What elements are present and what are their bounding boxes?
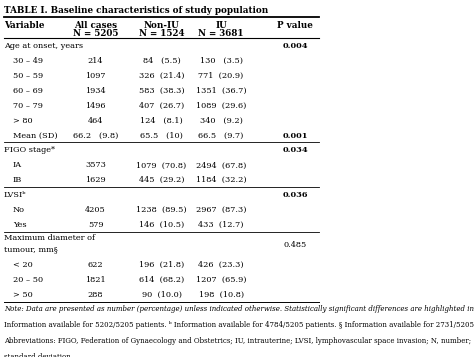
Text: 464: 464 — [88, 117, 103, 125]
Text: 0.034: 0.034 — [283, 146, 308, 155]
Text: 84   (5.5): 84 (5.5) — [143, 57, 181, 65]
Text: 130   (3.5): 130 (3.5) — [200, 57, 243, 65]
Text: 1629: 1629 — [85, 176, 106, 184]
Text: tumour, mm§: tumour, mm§ — [4, 246, 58, 253]
Text: 60 – 69: 60 – 69 — [13, 87, 43, 95]
Text: 426  (23.3): 426 (23.3) — [198, 261, 244, 269]
Text: IU: IU — [215, 21, 227, 30]
Text: 340   (9.2): 340 (9.2) — [200, 117, 243, 125]
Text: 1207  (65.9): 1207 (65.9) — [196, 276, 246, 284]
Text: 433  (12.7): 433 (12.7) — [198, 221, 244, 229]
Text: N = 1524: N = 1524 — [139, 29, 184, 38]
Text: All cases: All cases — [74, 21, 117, 30]
Text: LVSIᵇ: LVSIᵇ — [4, 191, 27, 199]
Text: 622: 622 — [88, 261, 103, 269]
Text: 2967  (87.3): 2967 (87.3) — [196, 206, 246, 214]
Text: TABLE I. Baseline characteristics of study population: TABLE I. Baseline characteristics of stu… — [4, 6, 268, 15]
Text: Maximum diameter of: Maximum diameter of — [4, 234, 95, 242]
Text: N = 5205: N = 5205 — [73, 29, 118, 38]
Text: Note: Data are presented as number (percentage) unless indicated otherwise. Stat: Note: Data are presented as number (perc… — [4, 305, 474, 313]
Text: 65.5   (10): 65.5 (10) — [140, 132, 183, 140]
Text: 614  (68.2): 614 (68.2) — [139, 276, 184, 284]
Text: 579: 579 — [88, 221, 103, 229]
Text: Mean (SD): Mean (SD) — [13, 132, 57, 140]
Text: 66.2   (9.8): 66.2 (9.8) — [73, 132, 118, 140]
Text: 1079  (70.8): 1079 (70.8) — [137, 161, 187, 169]
Text: 50 – 59: 50 – 59 — [13, 72, 43, 80]
Text: standard deviation: standard deviation — [4, 353, 71, 357]
Text: P value: P value — [277, 21, 313, 30]
Text: Information available for 5202/5205 patients. ᵇ Information available for 4784/5: Information available for 5202/5205 pati… — [4, 321, 474, 329]
Text: 288: 288 — [88, 291, 103, 299]
Text: 1089  (29.6): 1089 (29.6) — [196, 102, 246, 110]
Text: 2494  (67.8): 2494 (67.8) — [196, 161, 246, 169]
Text: < 20: < 20 — [13, 261, 33, 269]
Text: 146  (10.5): 146 (10.5) — [139, 221, 184, 229]
Text: IA: IA — [13, 161, 22, 169]
Text: 0.004: 0.004 — [283, 42, 308, 50]
Text: 20 – 50: 20 – 50 — [13, 276, 43, 284]
Text: Yes: Yes — [13, 221, 27, 229]
Text: Variable: Variable — [4, 21, 45, 30]
Text: 30 – 49: 30 – 49 — [13, 57, 43, 65]
Text: 70 – 79: 70 – 79 — [13, 102, 43, 110]
Text: 90  (10.0): 90 (10.0) — [142, 291, 182, 299]
Text: 1496: 1496 — [85, 102, 106, 110]
Text: 1934: 1934 — [85, 87, 106, 95]
Text: 3573: 3573 — [85, 161, 106, 169]
Text: > 80: > 80 — [13, 117, 33, 125]
Text: 1184  (32.2): 1184 (32.2) — [196, 176, 246, 184]
Text: Non-IU: Non-IU — [144, 21, 180, 30]
Text: 214: 214 — [88, 57, 103, 65]
Text: No: No — [13, 206, 25, 214]
Text: 196  (21.8): 196 (21.8) — [139, 261, 184, 269]
Text: 583  (38.3): 583 (38.3) — [139, 87, 184, 95]
Text: 198  (10.8): 198 (10.8) — [199, 291, 244, 299]
Text: IB: IB — [13, 176, 22, 184]
Text: FIGO stage*: FIGO stage* — [4, 146, 55, 155]
Text: 4205: 4205 — [85, 206, 106, 214]
Text: 0.036: 0.036 — [283, 191, 308, 199]
Text: 326  (21.4): 326 (21.4) — [139, 72, 184, 80]
Text: 407  (26.7): 407 (26.7) — [139, 102, 184, 110]
Text: N = 3681: N = 3681 — [198, 29, 244, 38]
Text: 771  (20.9): 771 (20.9) — [199, 72, 244, 80]
Text: 0.001: 0.001 — [283, 132, 308, 140]
Text: > 50: > 50 — [13, 291, 33, 299]
Text: 124   (8.1): 124 (8.1) — [140, 117, 183, 125]
Text: 445  (29.2): 445 (29.2) — [139, 176, 184, 184]
Text: 1097: 1097 — [85, 72, 106, 80]
Text: 1238  (89.5): 1238 (89.5) — [137, 206, 187, 214]
Text: 66.5   (9.7): 66.5 (9.7) — [199, 132, 244, 140]
Text: Abbreviations: FIGO, Federation of Gynaecology and Obstetrics; IU, intrauterine;: Abbreviations: FIGO, Federation of Gynae… — [4, 337, 474, 345]
Text: Age at onset, years: Age at onset, years — [4, 42, 83, 50]
Text: 0.485: 0.485 — [283, 241, 307, 249]
Text: 1821: 1821 — [85, 276, 106, 284]
Text: 1351  (36.7): 1351 (36.7) — [196, 87, 246, 95]
